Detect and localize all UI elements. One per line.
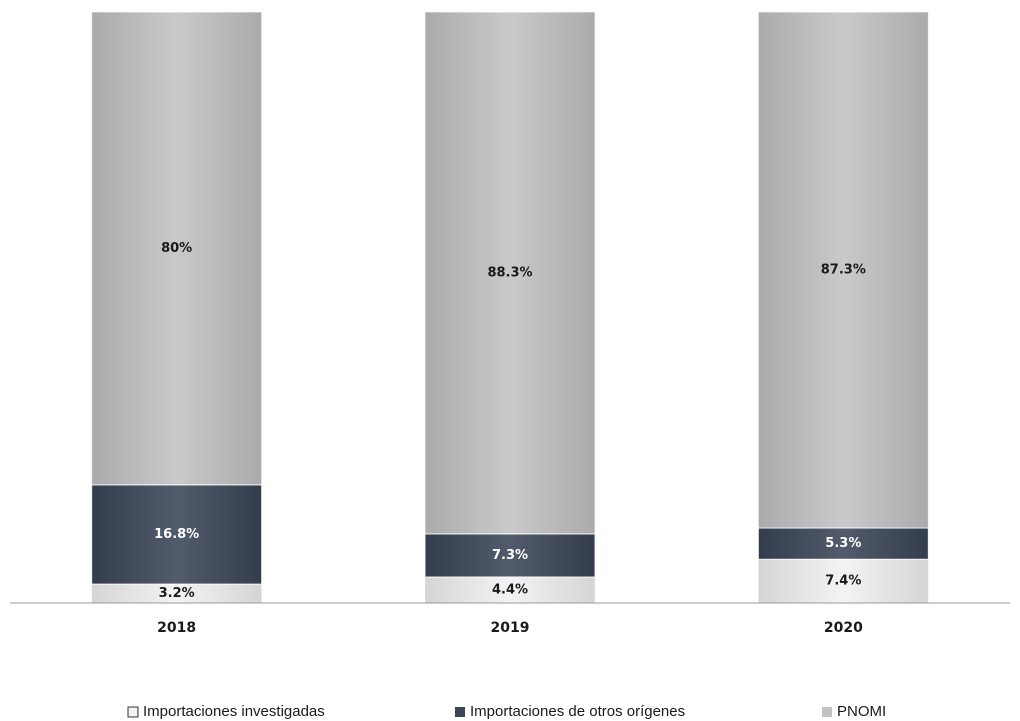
data-label: 5.3% (825, 536, 861, 551)
data-label: 88.3% (487, 265, 532, 280)
bar-shade (425, 576, 595, 603)
bar-shade (425, 533, 595, 577)
x-tick-label: 2019 (491, 620, 530, 636)
data-label: 80% (161, 241, 192, 256)
legend-marker (127, 706, 139, 718)
data-label: 16.8% (154, 527, 199, 542)
bar-shade (758, 527, 929, 560)
data-label: 7.3% (492, 548, 528, 563)
data-label: 7.4% (825, 574, 861, 589)
legend-label: Importaciones de otros orígenes (470, 703, 685, 720)
legend-marker (455, 707, 465, 717)
x-tick-label: 2018 (157, 620, 196, 636)
bar-shade (425, 12, 595, 534)
bar-shade (758, 559, 929, 603)
data-label: 4.4% (492, 582, 528, 597)
legend-marker (822, 707, 832, 717)
data-label: 3.2% (159, 586, 195, 601)
data-label: 87.3% (821, 262, 866, 277)
bar-shade (91, 12, 262, 485)
legend-label: PNOMI (837, 703, 886, 720)
bar-shade (758, 12, 929, 528)
legend-label: Importaciones investigadas (143, 703, 325, 720)
x-tick-label: 2020 (824, 620, 863, 636)
bar-shade (91, 584, 262, 603)
bar-shade (91, 484, 262, 585)
